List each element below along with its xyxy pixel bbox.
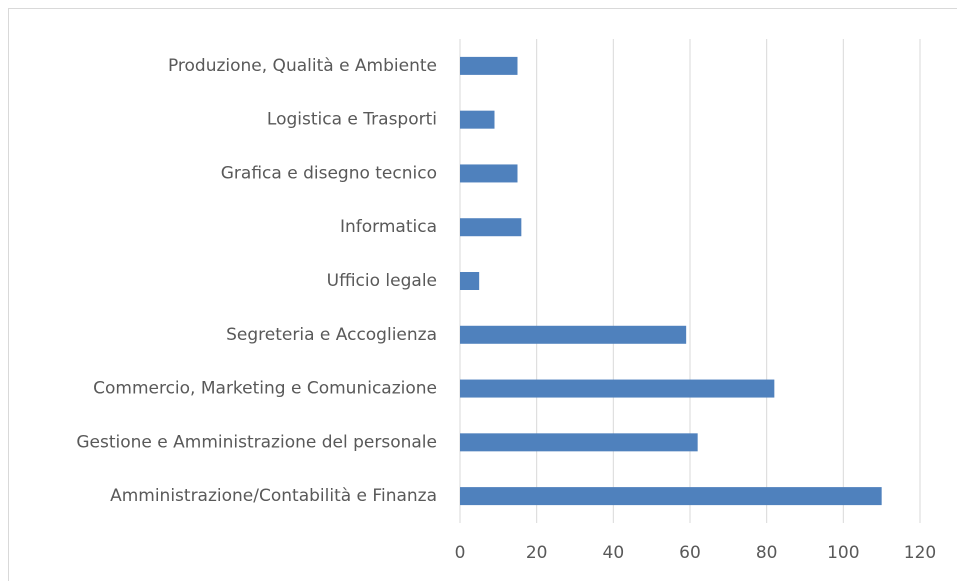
y-tick-label: Commercio, Marketing e Comunicazione	[93, 379, 437, 399]
x-tick-label: 80	[756, 543, 778, 563]
y-tick-label: Gestione e Amministrazione del personale	[76, 432, 437, 452]
x-tick-label: 40	[603, 543, 625, 563]
y-tick-label: Ufficio legale	[327, 271, 437, 291]
y-tick-label: Amministrazione/Contabilità e Finanza	[110, 486, 437, 506]
chart-border	[8, 8, 957, 581]
bar	[460, 325, 687, 344]
bar	[460, 56, 518, 75]
y-tick-label: Grafica e disegno tecnico	[221, 163, 437, 183]
y-tick-label: Produzione, Qualità e Ambiente	[168, 56, 437, 76]
bar	[460, 272, 480, 290]
bar	[460, 218, 522, 237]
y-tick-label: Informatica	[340, 217, 437, 237]
x-tick-label: 60	[679, 543, 701, 563]
bar	[460, 487, 882, 506]
bar	[460, 164, 518, 183]
x-tick-label: 100	[827, 543, 859, 563]
y-tick-label: Logistica e Trasporti	[267, 110, 437, 130]
bar	[460, 110, 495, 129]
bar	[460, 379, 775, 398]
bar	[460, 433, 698, 452]
x-tick-label: 120	[904, 543, 936, 563]
x-tick-label: 20	[526, 543, 548, 563]
y-tick-label: Segreteria e Accoglienza	[226, 325, 437, 345]
x-tick-label: 0	[455, 543, 466, 563]
